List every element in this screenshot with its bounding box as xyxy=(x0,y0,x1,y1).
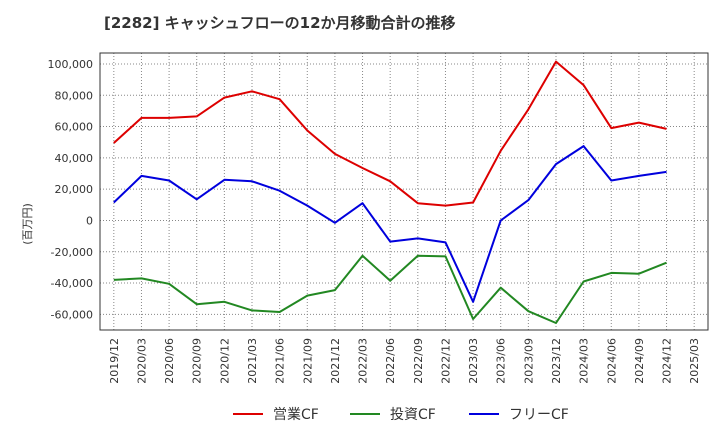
y-tick-label: 100,000 xyxy=(48,58,94,71)
y-tick-labels: 100,000 80,000 60,000 40,000 20,000 0 -20,000 -… xyxy=(48,58,94,321)
legend-item-free-cf: フリーCF xyxy=(469,402,569,426)
y-tick-label: -20,000 xyxy=(51,246,93,259)
x-tick-label: 2021/06 xyxy=(274,338,287,384)
legend-label-free-cf: フリーCF xyxy=(509,407,569,423)
x-tick-label: 2024/12 xyxy=(661,338,674,384)
x-tick-label: 2020/06 xyxy=(163,338,176,384)
legend-swatch-investing-cf xyxy=(350,413,380,415)
chart-title: [2282] キャッシュフローの12か月移動合計の推移 xyxy=(104,14,456,32)
legend-label-investing-cf: 投資CF xyxy=(390,407,436,423)
legend-item-investing-cf: 投資CF xyxy=(350,402,436,426)
x-tick-label: 2020/09 xyxy=(191,338,204,384)
x-tick-label: 2022/09 xyxy=(412,338,425,384)
x-tick-label: 2021/12 xyxy=(329,338,342,384)
x-tick-label: 2023/12 xyxy=(550,338,563,384)
y-tick-label: 60,000 xyxy=(55,121,94,134)
y-tick-label: -40,000 xyxy=(51,277,93,290)
x-tick-label: 2024/06 xyxy=(605,338,618,384)
x-tick-label: 2023/03 xyxy=(467,338,480,384)
series-line-operating-cf xyxy=(113,60,667,207)
series-lines xyxy=(113,60,667,324)
legend: 営業CF 投資CF フリーCF xyxy=(0,402,720,426)
x-tick-label: 2021/09 xyxy=(301,338,314,384)
series-line-investing-cf xyxy=(113,254,667,324)
x-tick-label: 2019/12 xyxy=(108,338,121,384)
plot-frame xyxy=(99,52,709,331)
legend-swatch-operating-cf xyxy=(233,413,263,415)
x-tick-label: 2022/06 xyxy=(384,338,397,384)
x-tick-label: 2024/09 xyxy=(633,338,646,384)
legend-label-operating-cf: 営業CF xyxy=(273,407,319,423)
series-line-free-cf xyxy=(113,145,667,303)
y-tick-label: 40,000 xyxy=(55,152,94,165)
legend-swatch-free-cf xyxy=(469,413,499,415)
x-tick-label: 2022/03 xyxy=(357,338,370,384)
x-tick-label: 2024/03 xyxy=(578,338,591,384)
x-tick-label: 2023/09 xyxy=(522,338,535,384)
y-tick-label: 0 xyxy=(86,214,93,227)
grid-lines xyxy=(100,53,708,330)
y-tick-label: 80,000 xyxy=(55,89,94,102)
legend-item-operating-cf: 営業CF xyxy=(233,402,319,426)
x-tick-label: 2023/06 xyxy=(495,338,508,384)
x-tick-label: 2022/12 xyxy=(439,338,452,384)
x-tick-label: 2020/12 xyxy=(218,338,231,384)
x-tick-labels: 2019/12 2020/03 2020/06 2020/09 2020/12 2021/… xyxy=(108,338,701,384)
y-tick-label: -60,000 xyxy=(51,308,93,321)
x-tick-label: 2025/03 xyxy=(688,338,701,384)
plot-area: 100,000 80,000 60,000 40,000 20,000 0 -20,000 -… xyxy=(48,52,709,384)
y-tick-label: 20,000 xyxy=(55,183,94,196)
x-tick-label: 2020/03 xyxy=(135,338,148,384)
x-tick-label: 2021/03 xyxy=(246,338,259,384)
